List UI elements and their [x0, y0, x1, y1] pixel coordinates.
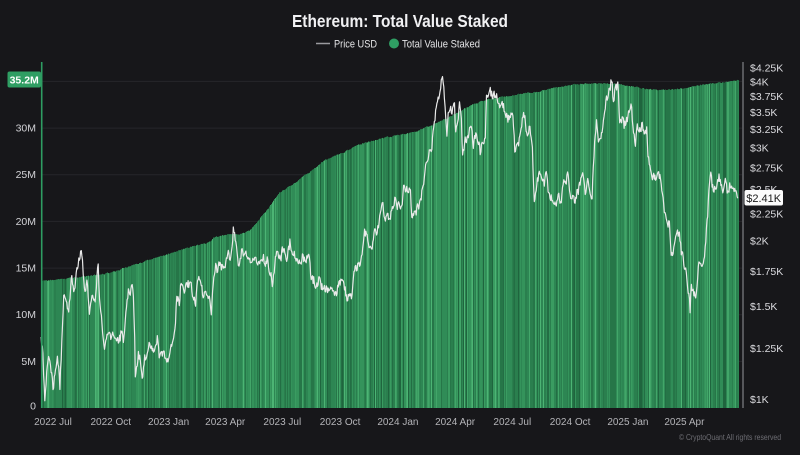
svg-text:$2.25K: $2.25K: [750, 208, 783, 220]
svg-text:$4K: $4K: [750, 76, 769, 88]
svg-text:0: 0: [30, 401, 36, 413]
svg-text:$1.25K: $1.25K: [750, 343, 783, 355]
svg-text:$1.75K: $1.75K: [750, 266, 783, 278]
svg-text:15M: 15M: [16, 263, 36, 275]
svg-text:2025 Jan: 2025 Jan: [607, 417, 648, 428]
svg-text:$2.75K: $2.75K: [750, 162, 783, 174]
svg-text:30M: 30M: [16, 123, 36, 135]
svg-text:$2K: $2K: [750, 235, 769, 247]
svg-text:2023 Oct: 2023 Oct: [320, 417, 361, 428]
svg-text:$3.25K: $3.25K: [750, 124, 783, 136]
svg-text:$2.41K: $2.41K: [746, 193, 782, 205]
svg-text:Total Value Staked: Total Value Staked: [402, 39, 480, 51]
svg-text:2023 Apr: 2023 Apr: [205, 417, 246, 428]
svg-text:Price USD: Price USD: [334, 39, 377, 51]
svg-text:© CryptoQuant All rights reser: © CryptoQuant All rights reserved: [679, 432, 781, 442]
svg-text:$3K: $3K: [750, 142, 769, 154]
svg-text:25M: 25M: [16, 169, 36, 181]
svg-text:$1K: $1K: [750, 394, 769, 406]
svg-text:2024 Jul: 2024 Jul: [493, 417, 531, 428]
svg-text:35.2M: 35.2M: [10, 75, 39, 87]
svg-text:2025 Apr: 2025 Apr: [664, 417, 705, 428]
svg-text:2022 Oct: 2022 Oct: [91, 417, 132, 428]
svg-text:$3.5K: $3.5K: [750, 107, 777, 119]
svg-text:$3.75K: $3.75K: [750, 91, 783, 103]
svg-text:2024 Apr: 2024 Apr: [435, 417, 476, 428]
svg-text:2024 Jan: 2024 Jan: [377, 417, 418, 428]
svg-text:$4.25K: $4.25K: [750, 63, 783, 75]
svg-text:2023 Jul: 2023 Jul: [263, 417, 301, 428]
svg-text:Ethereum: Total Value Staked: Ethereum: Total Value Staked: [292, 11, 508, 31]
svg-text:2023 Jan: 2023 Jan: [148, 417, 189, 428]
svg-text:$1.5K: $1.5K: [750, 301, 777, 313]
svg-text:20M: 20M: [16, 216, 36, 228]
svg-text:2022 Jul: 2022 Jul: [34, 417, 72, 428]
svg-text:5M: 5M: [21, 356, 36, 368]
svg-text:2024 Oct: 2024 Oct: [550, 417, 591, 428]
svg-text:10M: 10M: [16, 309, 36, 321]
